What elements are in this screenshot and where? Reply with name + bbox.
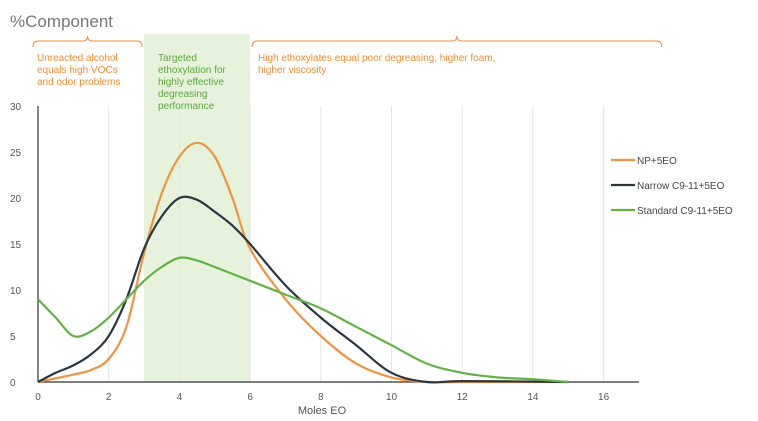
chart-title: %Component bbox=[10, 12, 113, 31]
x-tick-label: 12 bbox=[457, 392, 469, 403]
x-tick-label: 14 bbox=[527, 392, 539, 403]
x-tick-label: 8 bbox=[318, 392, 324, 403]
y-tick-label: 15 bbox=[10, 240, 22, 251]
annotation-line: and odor problems bbox=[37, 77, 120, 88]
y-tick-label: 25 bbox=[10, 148, 22, 159]
x-tick-label: 4 bbox=[177, 392, 183, 403]
annotation-middle: Targeted ethoxylation for highly effective… bbox=[158, 53, 226, 112]
series-layer bbox=[37, 141, 569, 384]
annotation-line: High ethoxylates equal poor degreasing, … bbox=[258, 53, 495, 64]
series-line-narrow-c9-11-5eo bbox=[37, 195, 569, 384]
legend-label: NP+5EO bbox=[637, 156, 677, 167]
y-tick-label: 10 bbox=[10, 286, 22, 297]
annotation-line: ethoxylation for bbox=[158, 65, 226, 76]
annotation-left: Unreacted alcohol equals high VOCs and odo… bbox=[37, 53, 120, 88]
annotation-brace-left bbox=[32, 35, 143, 48]
y-tick-label: 0 bbox=[10, 378, 16, 389]
x-tick-label: 10 bbox=[386, 392, 398, 403]
annotation-line: performance bbox=[158, 101, 215, 112]
x-tick-label: 16 bbox=[598, 392, 610, 403]
y-tick-label: 20 bbox=[10, 194, 22, 205]
x-axis-label: Moles EO bbox=[298, 405, 347, 417]
axis-layer: 0 5 10 15 20 25 30 0 2 4 6 8 10 12 14 16 bbox=[10, 102, 639, 403]
annotation-line: degreasing bbox=[158, 89, 207, 100]
annotation-line: highly effective bbox=[158, 77, 224, 88]
x-tick-label: 6 bbox=[247, 392, 253, 403]
series-line-standard-c9-11-5eo bbox=[37, 256, 569, 384]
annotation-line: higher viscosity bbox=[258, 65, 326, 76]
legend-label: Narrow C9-11+5EO bbox=[637, 181, 725, 192]
y-tick-label: 5 bbox=[10, 332, 16, 343]
annotation-line: Unreacted alcohol bbox=[37, 53, 118, 64]
annotation-right: High ethoxylates equal poor degreasing, … bbox=[258, 53, 495, 76]
y-tick-label: 30 bbox=[10, 102, 22, 113]
annotation-brace-right bbox=[251, 35, 663, 48]
highlight-band bbox=[144, 34, 251, 382]
legend: NP+5EO Narrow C9-11+5EO Standard C9-11+5EO bbox=[611, 156, 733, 217]
series-line-np-5eo bbox=[37, 141, 569, 384]
x-tick-label: 2 bbox=[106, 392, 112, 403]
legend-label: Standard C9-11+5EO bbox=[637, 206, 733, 217]
annotation-layer: Unreacted alcohol equals high VOCs and odo… bbox=[32, 35, 663, 112]
highlight-band-layer bbox=[144, 34, 251, 382]
x-tick-label: 0 bbox=[35, 392, 41, 403]
annotation-line: equals high VOCs bbox=[37, 65, 118, 76]
annotation-line: Targeted bbox=[158, 53, 197, 64]
